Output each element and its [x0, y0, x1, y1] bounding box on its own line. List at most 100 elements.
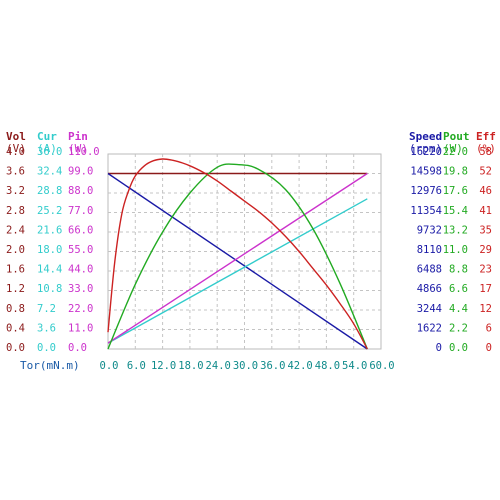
x-tick-label: 24.0 — [206, 360, 231, 372]
x-tick-label: 60.0 — [369, 360, 394, 372]
right-tick-label: 17.6 — [443, 185, 468, 197]
left-tick-label: 3.2 — [6, 185, 25, 197]
left-tick-label: 1.2 — [6, 283, 25, 295]
left-axis-name-vol: Vol — [6, 130, 26, 143]
right-tick-label: 1622 — [417, 322, 442, 334]
right-tick-label: 19.8 — [443, 166, 468, 178]
left-tick-label: 77.0 — [68, 205, 93, 217]
x-tick-label: 36.0 — [260, 360, 285, 372]
series-line-speed — [107, 172, 368, 350]
series-line-cur — [107, 198, 368, 344]
left-axis-unit-cur: (A) — [37, 142, 57, 155]
series-line-pout — [107, 163, 368, 350]
left-tick-label: 3.6 — [37, 322, 56, 334]
right-tick-label: 9732 — [417, 224, 442, 236]
right-tick-label: 4866 — [417, 283, 442, 295]
right-tick-label: 29 — [479, 244, 492, 256]
x-tick-label: 0.0 — [100, 360, 119, 372]
x-tick-label: 30.0 — [233, 360, 258, 372]
left-tick-label: 2.0 — [6, 244, 25, 256]
left-tick-label: 32.4 — [37, 166, 62, 178]
left-tick-label: 55.0 — [68, 244, 93, 256]
left-tick-label: 36.0 — [37, 146, 62, 158]
x-axis-label: Tor(mN.m) — [20, 359, 80, 372]
left-tick-label: 7.2 — [37, 303, 56, 315]
right-tick-label: 16220 — [410, 146, 442, 158]
right-tick-label: 3244 — [417, 303, 442, 315]
right-axis-unit-eff: (%) — [476, 142, 496, 155]
right-tick-label: 41 — [479, 205, 492, 217]
right-tick-label: 8110 — [417, 244, 442, 256]
right-tick-label: 0 — [486, 342, 492, 354]
left-tick-label: 14.4 — [37, 264, 62, 276]
right-axis-name-speed: Speed — [409, 130, 442, 143]
right-tick-label: 4.4 — [449, 303, 468, 315]
left-axes: Vol(V) 0.0 0.4 0.8 1.2 1.6 2.0 2.4 2.8 3.2 3.6 4.0 C… — [6, 130, 100, 354]
left-axis-unit-vol: (V) — [6, 142, 26, 155]
x-tick-label: 48.0 — [315, 360, 340, 372]
left-tick-label: 44.0 — [68, 264, 93, 276]
left-tick-label: 28.8 — [37, 185, 62, 197]
right-axis-name-eff: Eff — [476, 130, 496, 143]
left-tick-label: 2.8 — [6, 205, 25, 217]
right-tick-label: 12 — [479, 303, 492, 315]
left-tick-label: 22.0 — [68, 303, 93, 315]
right-tick-label: 13.2 — [443, 224, 468, 236]
left-axis-name-cur: Cur — [37, 130, 57, 143]
left-tick-label: 21.6 — [37, 224, 62, 236]
right-tick-label: 15.4 — [443, 205, 468, 217]
right-tick-label: 58 — [479, 146, 492, 158]
left-tick-label: 88.0 — [68, 185, 93, 197]
right-tick-label: 8.8 — [449, 264, 468, 276]
left-tick-label: 2.4 — [6, 224, 25, 236]
right-axis-unit-speed: (rpm) — [409, 142, 442, 155]
right-axis-unit-pout: (W) — [443, 142, 463, 155]
right-tick-label: 12976 — [410, 185, 442, 197]
x-tick-label: 6.0 — [127, 360, 146, 372]
right-axis-name-pout: Pout — [443, 130, 470, 143]
left-tick-label: 0.0 — [37, 342, 56, 354]
left-tick-label: 1.6 — [6, 264, 25, 276]
left-tick-label: 18.0 — [37, 244, 62, 256]
right-tick-label: 17 — [479, 283, 492, 295]
right-tick-label: 35 — [479, 224, 492, 236]
left-tick-label: 11.0 — [68, 322, 93, 334]
left-tick-label: 10.8 — [37, 283, 62, 295]
right-tick-label: 2.2 — [449, 322, 468, 334]
right-tick-label: 6.6 — [449, 283, 468, 295]
series-line-pin — [107, 172, 368, 344]
right-tick-label: 14598 — [410, 166, 442, 178]
left-tick-label: 4.0 — [6, 146, 25, 158]
right-tick-label: 52 — [479, 166, 492, 178]
right-tick-label: 11.0 — [443, 244, 468, 256]
left-axis-name-pin: Pin — [68, 130, 88, 143]
right-axes: Speed(rpm) 0 1622 3244 4866 6488 8110 9732 11354… — [409, 130, 496, 354]
left-tick-label: 110.0 — [68, 146, 100, 158]
left-tick-label: 33.0 — [68, 283, 93, 295]
right-tick-label: 6488 — [417, 264, 442, 276]
left-tick-label: 99.0 — [68, 166, 93, 178]
left-tick-label: 66.0 — [68, 224, 93, 236]
left-axis-unit-pin: (W) — [68, 142, 88, 155]
right-tick-label: 0 — [436, 342, 442, 354]
x-tick-label: 54.0 — [342, 360, 367, 372]
right-tick-label: 23 — [479, 264, 492, 276]
left-tick-label: 0.0 — [68, 342, 87, 354]
left-tick-label: 0.4 — [6, 322, 25, 334]
series-line-eff — [107, 158, 368, 350]
left-tick-label: 3.6 — [6, 166, 25, 178]
left-tick-label: 25.2 — [37, 205, 62, 217]
left-tick-label: 0.0 — [6, 342, 25, 354]
series — [107, 158, 368, 350]
x-tick-label: 18.0 — [178, 360, 203, 372]
right-tick-label: 6 — [486, 322, 492, 334]
x-axis: Tor(mN.m) 0.0 6.0 12.0 18.0 24.0 30.0 36.0 42.0 4… — [20, 359, 395, 372]
x-tick-label: 42.0 — [287, 360, 312, 372]
left-tick-label: 0.8 — [6, 303, 25, 315]
right-tick-label: 0.0 — [449, 342, 468, 354]
x-tick-label: 12.0 — [151, 360, 176, 372]
right-tick-label: 46 — [479, 185, 492, 197]
right-tick-label: 22.0 — [443, 146, 468, 158]
right-tick-label: 11354 — [410, 205, 442, 217]
